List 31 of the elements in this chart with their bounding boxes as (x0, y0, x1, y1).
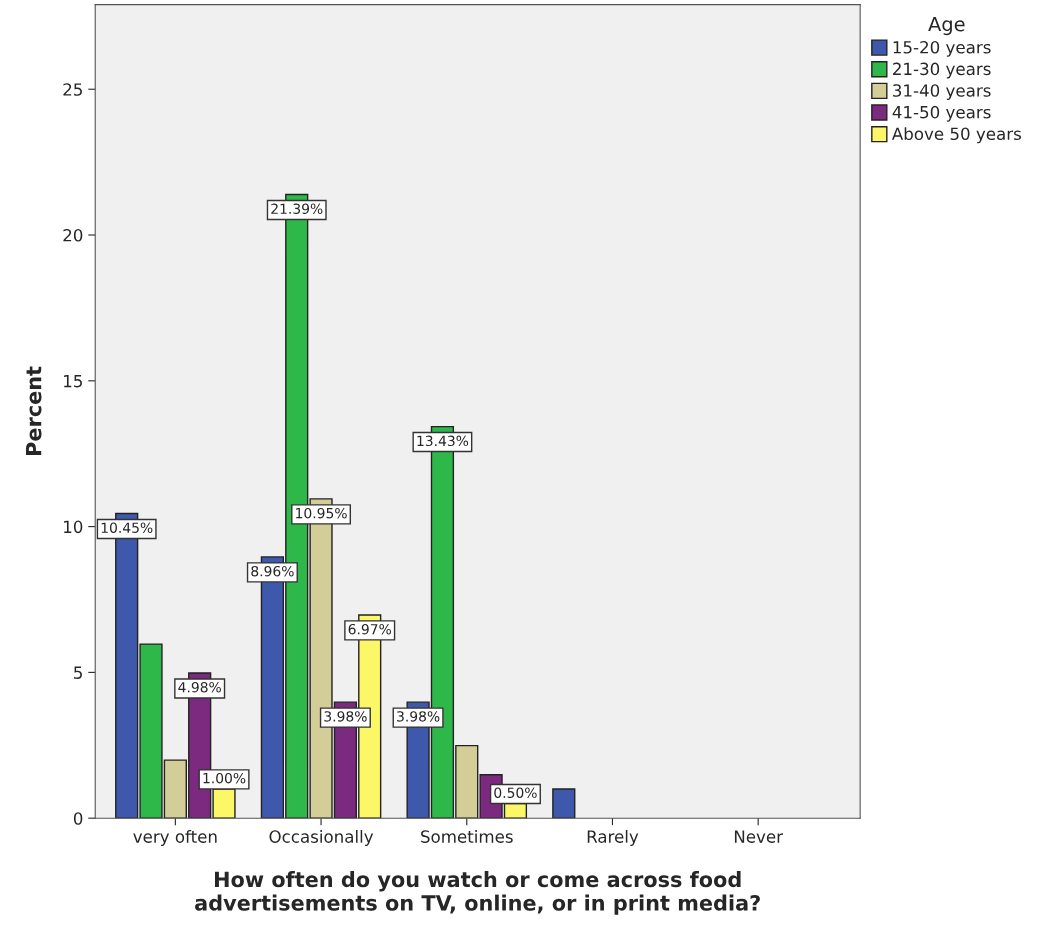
x-axis-title: How often do you watch or come across food advertisements on TV, online, or in print media? (195, 871, 760, 915)
x-tick-label: Rarely (587, 829, 639, 847)
data-label: 10.45% (101, 522, 153, 533)
legend-label: Above 50 years (891, 127, 1021, 144)
x-tick-label: Occasionally (269, 829, 374, 847)
data-label: 10.95% (296, 507, 347, 519)
data-label: 4.98% (178, 681, 221, 693)
legend-label: 41-50 years (892, 105, 991, 122)
x-tick-label: Never (734, 830, 784, 843)
data-label: 6.97% (348, 623, 392, 635)
legend-title: Age (928, 16, 965, 36)
y-axis-title: Percent (26, 366, 42, 455)
y-tick-label: 20 (63, 228, 83, 242)
data-label: 1.00% (203, 772, 246, 784)
y-tick-label: 15 (64, 374, 82, 388)
data-label: 8.96% (251, 565, 294, 577)
x-tick-label: very often (133, 829, 217, 847)
y-tick-label: 5 (74, 666, 82, 679)
y-tick-label: 10 (64, 520, 83, 534)
data-label: 0.50% (494, 787, 537, 798)
y-tick-label: 0 (73, 812, 83, 825)
x-tick-label: Sometimes (421, 829, 513, 843)
legend-label: 21-30 years (893, 62, 991, 79)
bar (552, 788, 576, 819)
data-label: 3.98% (397, 711, 440, 722)
y-tick-label: 25 (63, 83, 82, 96)
data-label: 13.43% (417, 435, 469, 447)
data-label: 21.39% (271, 203, 323, 214)
legend-label: 15-20 years (893, 40, 991, 57)
data-label: 3.98% (324, 711, 367, 722)
legend-label: 31-40 years (893, 84, 991, 101)
